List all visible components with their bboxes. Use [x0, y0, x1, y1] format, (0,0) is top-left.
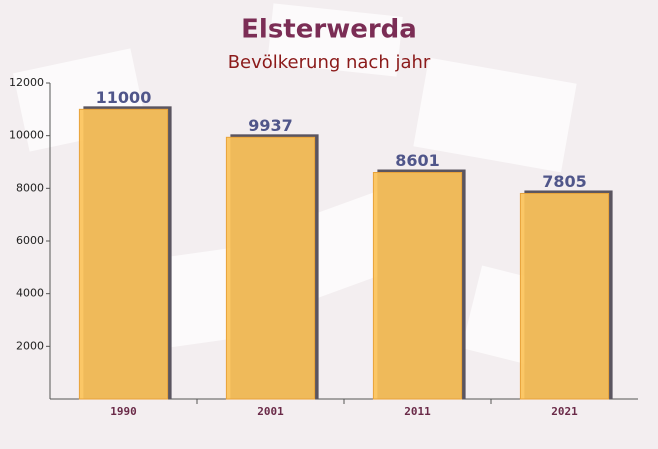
- value-label: 7805: [542, 172, 587, 191]
- bar: [519, 192, 610, 400]
- x-tick-label: 2021: [551, 405, 578, 418]
- bar: [372, 172, 463, 400]
- chart-subtitle: Bevölkerung nach jahr: [228, 52, 431, 73]
- x-tick-label: 2001: [257, 405, 284, 418]
- bar: [225, 136, 316, 400]
- x-tick-label: 2011: [404, 405, 431, 418]
- y-tick-label: 8000: [16, 181, 44, 194]
- y-tick-label: 12000: [9, 76, 44, 89]
- y-tick-label: 4000: [16, 287, 44, 300]
- bar: [78, 108, 169, 400]
- y-tick-label: 10000: [9, 129, 44, 142]
- chart-title: Elsterwerda: [241, 15, 417, 45]
- y-tick-label: 6000: [16, 234, 44, 247]
- x-tick-label: 1990: [110, 405, 137, 418]
- value-label: 11000: [96, 88, 152, 107]
- value-label: 8601: [395, 151, 440, 170]
- value-label: 9937: [248, 116, 293, 135]
- y-tick-label: 2000: [16, 339, 44, 352]
